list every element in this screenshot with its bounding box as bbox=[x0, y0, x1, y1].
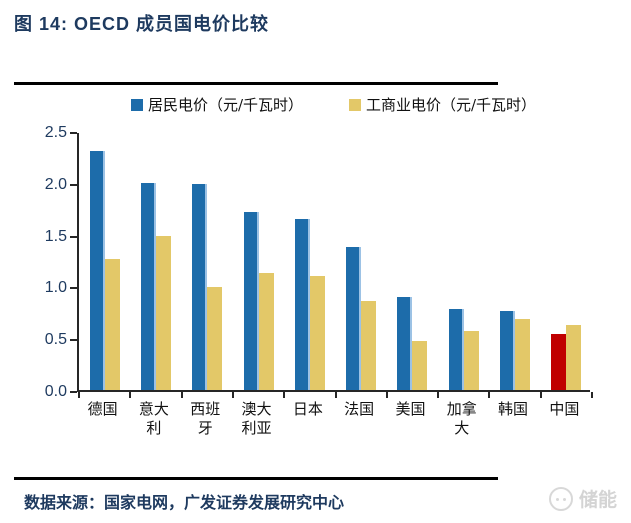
bar-residential-澳大利亚 bbox=[243, 211, 259, 390]
x-category-label-cell: 德国 bbox=[77, 400, 128, 419]
bar-residential-日本 bbox=[294, 219, 310, 390]
x-category-label-cell: 澳大利亚 bbox=[231, 400, 282, 438]
bar-group bbox=[541, 133, 592, 390]
y-tick-mark bbox=[70, 391, 77, 393]
bar-group bbox=[489, 133, 540, 390]
bar-industrial-西班牙 bbox=[207, 287, 223, 390]
data-source-note: 数据来源：国家电网，广发证券发展研究中心 bbox=[24, 493, 345, 512]
bar-group bbox=[233, 133, 284, 390]
bar-group bbox=[79, 133, 130, 390]
legend-label-industrial: 工商业电价（元/千瓦时） bbox=[366, 96, 537, 114]
bar-industrial-美国 bbox=[412, 341, 428, 390]
x-tick-mark bbox=[539, 392, 542, 398]
x-category-label: 西班牙 bbox=[190, 400, 221, 437]
chart-title: 图 14: OECD 成员国电价比较 bbox=[14, 14, 270, 34]
x-category-label: 美国 bbox=[395, 400, 426, 418]
y-tick-label: 1.0 bbox=[44, 279, 67, 297]
x-tick-mark bbox=[78, 392, 80, 398]
x-tick-mark bbox=[488, 392, 491, 398]
legend-item-industrial: 工商业电价（元/千瓦时） bbox=[349, 94, 536, 115]
x-category-label: 加拿大 bbox=[446, 400, 477, 437]
bar-industrial-德国 bbox=[104, 259, 120, 390]
x-category-label: 韩国 bbox=[498, 400, 529, 418]
bar-residential-美国 bbox=[397, 296, 413, 390]
plot-area: 0.0 0.5 1.0 1.5 2.0 2.5 bbox=[45, 124, 593, 400]
x-tick-mark bbox=[231, 392, 234, 398]
watermark: 储能 bbox=[549, 485, 617, 512]
watermark-text: 储能 bbox=[579, 489, 618, 511]
legend-swatch-industrial-icon bbox=[349, 98, 361, 111]
bar-industrial-法国 bbox=[361, 300, 377, 390]
y-tick-mark bbox=[70, 339, 77, 342]
x-category-label-cell: 意大利 bbox=[128, 400, 179, 438]
bar-residential-西班牙 bbox=[192, 183, 208, 390]
x-category-label-cell: 日本 bbox=[282, 400, 333, 419]
legend-item-residential: 居民电价（元/千瓦时） bbox=[130, 94, 303, 115]
bar-group bbox=[182, 133, 233, 390]
y-tick-mark bbox=[70, 287, 77, 290]
x-category-label-cell: 韩国 bbox=[487, 400, 538, 419]
legend: 居民电价（元/千瓦时） 工商业电价（元/千瓦时） bbox=[77, 94, 590, 115]
y-tick-label: 0.5 bbox=[44, 331, 67, 349]
bar-industrial-韩国 bbox=[515, 318, 531, 390]
x-category-label-cell: 西班牙 bbox=[180, 400, 231, 438]
legend-label-residential: 居民电价（元/千瓦时） bbox=[147, 96, 303, 114]
bar-residential-德国 bbox=[89, 150, 105, 390]
bottom-divider bbox=[14, 477, 498, 480]
x-tick-mark bbox=[283, 392, 286, 398]
bar-residential-中国 bbox=[551, 334, 567, 390]
y-tick-mark bbox=[70, 132, 77, 134]
top-divider bbox=[14, 82, 498, 85]
bar-industrial-中国 bbox=[566, 324, 582, 390]
x-category-label: 澳大利亚 bbox=[241, 400, 272, 437]
x-tick-mark bbox=[334, 392, 337, 398]
bar-industrial-澳大利亚 bbox=[258, 272, 274, 390]
x-tick-mark bbox=[180, 392, 183, 398]
y-tick-mark bbox=[70, 183, 77, 186]
bar-group bbox=[438, 133, 489, 390]
x-category-label-cell: 中国 bbox=[539, 400, 590, 419]
x-tick-mark bbox=[129, 392, 132, 398]
y-tick-label: 0.0 bbox=[44, 383, 67, 400]
x-category-label: 法国 bbox=[344, 400, 375, 418]
bar-group bbox=[130, 133, 181, 390]
x-category-label: 中国 bbox=[549, 400, 580, 418]
x-category-label-cell: 美国 bbox=[385, 400, 436, 419]
x-category-label: 日本 bbox=[292, 400, 323, 418]
y-tick-label: 1.5 bbox=[44, 227, 67, 245]
bar-industrial-加拿大 bbox=[463, 330, 479, 390]
bar-group bbox=[387, 133, 438, 390]
x-tick-mark bbox=[385, 392, 388, 398]
bar-residential-意大利 bbox=[140, 182, 156, 390]
bar-industrial-意大利 bbox=[155, 235, 171, 390]
x-category-label-cell: 法国 bbox=[334, 400, 385, 419]
bar-group bbox=[336, 133, 387, 390]
x-axis-labels: 德国 意大利 西班牙 澳大利亚 日本 法国 美国 加拿大 韩国 中国 bbox=[77, 400, 590, 442]
x-category-label: 意大利 bbox=[138, 400, 169, 437]
x-category-label-cell: 加拿大 bbox=[436, 400, 487, 438]
y-tick-label: 2.5 bbox=[44, 124, 67, 141]
y-tick-mark bbox=[70, 235, 77, 238]
x-tick-mark bbox=[591, 392, 593, 398]
bar-industrial-日本 bbox=[309, 276, 325, 390]
watermark-logo-icon bbox=[549, 486, 573, 511]
x-category-label: 德国 bbox=[87, 400, 118, 418]
bar-residential-法国 bbox=[346, 247, 362, 390]
y-tick-label: 2.0 bbox=[44, 175, 67, 193]
legend-swatch-residential-icon bbox=[130, 98, 143, 111]
x-tick-mark bbox=[437, 392, 440, 398]
bar-group bbox=[284, 133, 335, 390]
bar-residential-加拿大 bbox=[448, 309, 464, 390]
bar-residential-韩国 bbox=[500, 311, 516, 390]
